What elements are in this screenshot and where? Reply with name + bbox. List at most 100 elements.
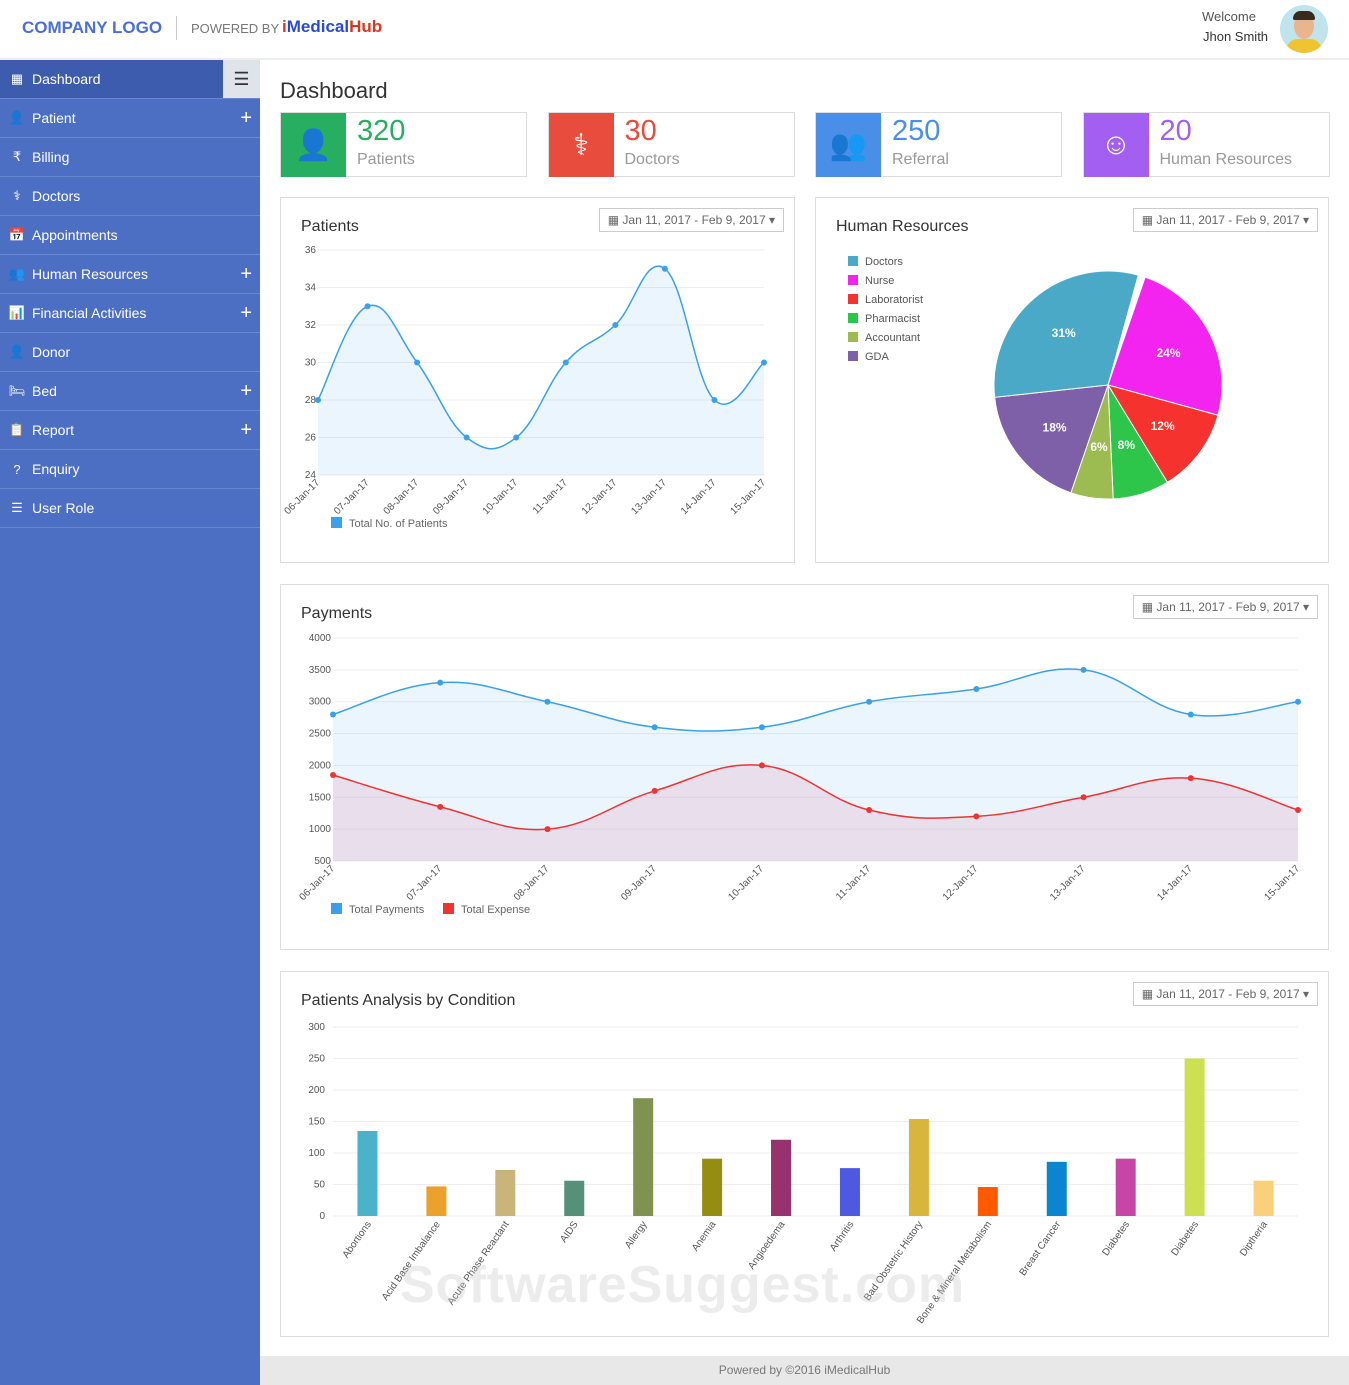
sidebar-item-dashboard[interactable]: ▦ Dashboard ☰	[0, 60, 260, 99]
legend-swatch	[848, 294, 858, 304]
y-tick-label: 24	[305, 470, 317, 481]
y-tick-label: 30	[305, 358, 317, 369]
sidebar-item-label: User Role	[32, 500, 95, 516]
sidebar-item-patient[interactable]: 👤 Patient +	[0, 99, 260, 138]
sidebar-item-billing[interactable]: ₹ Billing	[0, 138, 260, 177]
date-range-picker[interactable]: ▦ Jan 11, 2017 - Feb 9, 2017 ▾	[1132, 208, 1318, 232]
data-point	[612, 322, 619, 328]
x-tick-label: Breast Cancer	[1018, 1219, 1064, 1278]
y-tick-label: 3000	[309, 697, 332, 708]
expand-plus-icon[interactable]: +	[240, 262, 252, 285]
x-tick-label: Diabetes	[1169, 1219, 1201, 1258]
date-range-picker[interactable]: ▦ Jan 11, 2017 - Feb 9, 2017 ▾	[1132, 982, 1318, 1006]
patients-chart: 24 26 28 30 32 34 36 Total No. of Patients 06-Ja…	[283, 245, 769, 530]
menu-toggle-icon[interactable]: ☰	[223, 60, 260, 98]
page-title: Dashboard	[280, 78, 388, 103]
data-point	[973, 813, 980, 820]
sidebar-item-financial-activities[interactable]: 📊 Financial Activities +	[0, 294, 260, 333]
date-range-text: Jan 11, 2017 - Feb 9, 2017	[1156, 213, 1300, 227]
data-point	[711, 397, 718, 403]
bar	[495, 1170, 516, 1216]
sidebar-item-label: Human Resources	[32, 266, 148, 282]
data-point	[414, 359, 421, 366]
data-point	[866, 698, 873, 705]
expand-plus-icon[interactable]: +	[240, 106, 252, 129]
y-tick-label: 300	[308, 1022, 325, 1033]
pie-label: 12%	[1151, 419, 1175, 433]
y-tick-label: 36	[305, 245, 317, 256]
y-tick-label: 3500	[309, 665, 332, 676]
data-point	[1187, 775, 1194, 782]
sidebar-item-bed[interactable]: 🛏 Bed +	[0, 372, 260, 411]
sidebar-icon: ?	[13, 461, 21, 477]
stat-label: Human Resources	[1159, 151, 1293, 168]
data-point	[364, 303, 371, 310]
stat-card-human-resources[interactable]: ☺ 20 Human Resources	[1082, 112, 1330, 177]
panel-title: Patients Analysis by Condition	[301, 992, 516, 1009]
sidebar-item-user-role[interactable]: ☰ User Role	[0, 489, 260, 528]
x-tick-label: 13-Jan-17	[629, 477, 669, 517]
x-tick-label: 10-Jan-17	[726, 863, 766, 903]
expand-plus-icon[interactable]: +	[240, 418, 252, 441]
legend-swatch	[848, 313, 858, 323]
sidebar-item-human-resources[interactable]: 👥 Human Resources +	[0, 255, 260, 294]
x-tick-label: AIDS	[558, 1219, 581, 1245]
bar	[702, 1158, 723, 1216]
powered-by-label: POWERED BY	[191, 21, 280, 36]
y-tick-label: 200	[308, 1085, 325, 1096]
data-point	[1080, 666, 1087, 673]
series-line	[332, 764, 1299, 831]
sidebar-item-doctors[interactable]: ⚕ Doctors	[0, 177, 260, 216]
pie-slice-gda	[994, 384, 1109, 494]
data-point	[651, 724, 658, 731]
imedicalhub-logo: iMedicalHub	[282, 17, 382, 37]
data-point	[315, 397, 321, 403]
x-tick-label: Abortions	[341, 1219, 374, 1260]
panel-title: Patients	[301, 218, 359, 235]
sidebar-item-report[interactable]: 📋 Report +	[0, 411, 260, 450]
x-tick-label: 06-Jan-17	[283, 477, 323, 517]
bar	[839, 1168, 860, 1216]
date-range-text: Jan 11, 2017 - Feb 9, 2017	[1156, 600, 1300, 614]
sidebar-icon: ☰	[11, 500, 23, 515]
brand-suffix: Hub	[349, 17, 383, 36]
stat-card-referral[interactable]: 👥 250 Referral	[815, 112, 1062, 177]
y-tick-label: 26	[305, 433, 317, 444]
divider	[176, 16, 177, 40]
company-logo[interactable]: COMPANY LOGO	[22, 18, 163, 37]
legend-swatch	[331, 517, 342, 528]
series-area	[318, 266, 764, 475]
sidebar-item-label: Dashboard	[32, 71, 101, 87]
expand-plus-icon[interactable]: +	[240, 301, 252, 324]
panel-title: Payments	[301, 605, 373, 622]
data-point	[866, 807, 873, 814]
stat-label: Doctors	[624, 151, 680, 168]
sidebar-item-label: Appointments	[32, 227, 118, 243]
data-point	[1295, 807, 1301, 814]
sidebar-item-enquiry[interactable]: ? Enquiry	[0, 450, 260, 489]
sidebar-icon: 📋	[8, 422, 26, 437]
sidebar-item-appointments[interactable]: 📅 Appointments	[0, 216, 260, 255]
date-range-picker[interactable]: ▦ Jan 11, 2017 - Feb 9, 2017 ▾	[1132, 595, 1318, 619]
legend-swatch	[848, 351, 858, 361]
stat-label: Referral	[892, 151, 949, 168]
x-tick-label: 09-Jan-17	[619, 863, 659, 903]
stat-card-patients[interactable]: 👤 320 Patients	[280, 112, 527, 177]
sidebar-item-label: Bed	[32, 383, 57, 399]
legend-label: Total Expense	[461, 904, 530, 916]
sidebar-icon: 👤	[8, 110, 26, 125]
stat-card-doctors[interactable]: ⚕ 30 Doctors	[547, 112, 795, 177]
human-resources-pie: Doctors Nurse Laboratorist Pharmacist Accoun…	[848, 256, 1223, 500]
sidebar-icon: 👤	[8, 344, 26, 359]
series-area	[333, 764, 1298, 861]
expand-plus-icon[interactable]: +	[240, 379, 252, 402]
avatar[interactable]	[1280, 5, 1328, 53]
sidebar-item-label: Donor	[32, 344, 71, 360]
sidebar-item-donor[interactable]: 👤 Donor	[0, 333, 260, 372]
user-name[interactable]: Jhon Smith	[1203, 29, 1269, 44]
legend-label: Total Payments	[349, 904, 425, 916]
x-tick-label: Diptheria	[1238, 1219, 1270, 1258]
sidebar-item-label: Enquiry	[32, 461, 80, 477]
x-tick-label: 12-Jan-17	[941, 863, 981, 903]
date-range-picker[interactable]: ▦ Jan 11, 2017 - Feb 9, 2017 ▾	[598, 208, 784, 232]
